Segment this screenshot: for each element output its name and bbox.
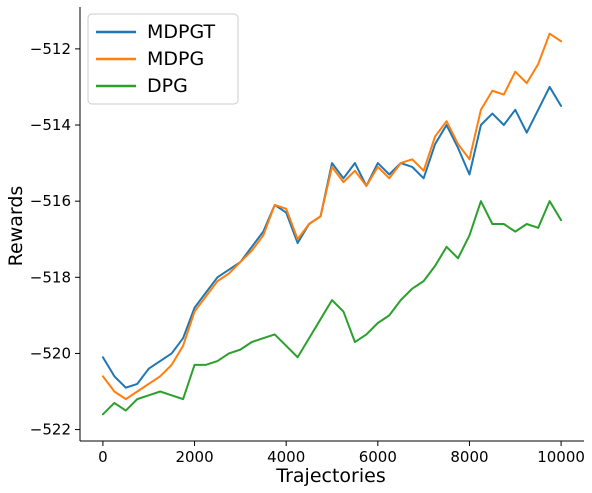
y-tick-label: −514 bbox=[30, 116, 71, 134]
series-line-dpg bbox=[101, 200, 563, 416]
series-line-mdpgt bbox=[101, 85, 563, 389]
series-layer bbox=[101, 32, 563, 416]
y-tick-label: −516 bbox=[30, 192, 71, 210]
x-tick-label: 4000 bbox=[267, 448, 305, 466]
x-axis-ticks: 0 2000 4000 6000 8000 10000 bbox=[98, 441, 585, 466]
legend-label-mdpg: MDPG bbox=[147, 48, 204, 70]
y-axis-title: Rewards bbox=[5, 186, 27, 267]
x-tick-label: 10000 bbox=[537, 448, 585, 466]
x-tick-label: 8000 bbox=[450, 448, 488, 466]
y-tick-label: −512 bbox=[30, 40, 71, 58]
x-tick-label: 0 bbox=[98, 448, 108, 466]
legend-label-mdpgt: MDPGT bbox=[147, 21, 216, 43]
y-axis-ticks: −522 −520 −518 −516 −514 −512 bbox=[30, 40, 80, 439]
y-tick-label: −522 bbox=[30, 421, 71, 439]
y-tick-label: −520 bbox=[30, 344, 71, 362]
x-tick-label: 2000 bbox=[175, 448, 213, 466]
x-tick-label: 6000 bbox=[359, 448, 397, 466]
legend-frame bbox=[87, 13, 239, 105]
x-axis-title: Trajectories bbox=[275, 465, 385, 487]
y-tick-label: −518 bbox=[30, 268, 71, 286]
legend-label-dpg: DPG bbox=[147, 75, 188, 97]
legend: MDPGT MDPG DPG bbox=[87, 13, 239, 105]
series-line-mdpg bbox=[101, 32, 563, 401]
